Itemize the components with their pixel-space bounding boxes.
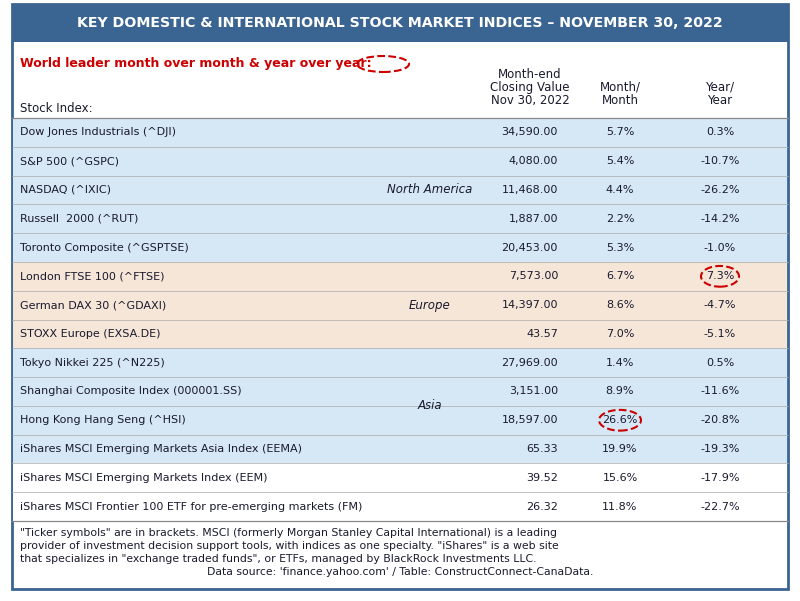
- Bar: [13, 377, 787, 406]
- Text: 65.33: 65.33: [526, 444, 558, 454]
- Text: iShares MSCI Emerging Markets Index (EEM): iShares MSCI Emerging Markets Index (EEM…: [20, 473, 267, 483]
- Bar: [13, 147, 787, 175]
- Text: 0.5%: 0.5%: [706, 358, 734, 368]
- Text: 11,468.00: 11,468.00: [502, 185, 558, 195]
- Text: World leader month over month & year over year:: World leader month over month & year ove…: [20, 58, 372, 70]
- Text: Month/: Month/: [599, 81, 641, 94]
- Bar: [13, 435, 787, 463]
- Text: 26.6%: 26.6%: [602, 415, 638, 426]
- Text: Tokyo Nikkei 225 (^N225): Tokyo Nikkei 225 (^N225): [20, 358, 165, 368]
- Text: 7,573.00: 7,573.00: [509, 271, 558, 281]
- Text: German DAX 30 (^GDAXI): German DAX 30 (^GDAXI): [20, 300, 166, 310]
- Text: S&P 500 (^GSPC): S&P 500 (^GSPC): [20, 156, 119, 166]
- Text: -11.6%: -11.6%: [700, 386, 740, 397]
- Text: iShares MSCI Emerging Markets Asia Index (EEMA): iShares MSCI Emerging Markets Asia Index…: [20, 444, 302, 454]
- Text: Dow Jones Industrials (^DJI): Dow Jones Industrials (^DJI): [20, 127, 176, 138]
- Text: -4.7%: -4.7%: [704, 300, 736, 310]
- Text: 7.0%: 7.0%: [606, 329, 634, 339]
- Text: 1,887.00: 1,887.00: [509, 214, 558, 224]
- Text: 19.9%: 19.9%: [602, 444, 638, 454]
- Text: 5.3%: 5.3%: [606, 243, 634, 252]
- Text: North America: North America: [387, 183, 473, 197]
- Text: Data source: 'finance.yahoo.com' / Table: ConstructConnect-CanaData.: Data source: 'finance.yahoo.com' / Table…: [207, 567, 593, 577]
- Bar: [13, 204, 787, 233]
- Bar: [13, 492, 787, 521]
- Text: 1.4%: 1.4%: [606, 358, 634, 368]
- Text: Year/: Year/: [706, 81, 734, 94]
- Text: 27,969.00: 27,969.00: [502, 358, 558, 368]
- Text: STOXX Europe (EXSA.DE): STOXX Europe (EXSA.DE): [20, 329, 161, 339]
- Text: 4.4%: 4.4%: [606, 185, 634, 195]
- Text: 8.6%: 8.6%: [606, 300, 634, 310]
- Text: Closing Value: Closing Value: [490, 81, 570, 94]
- Text: -14.2%: -14.2%: [700, 214, 740, 224]
- Text: 7.3%: 7.3%: [706, 271, 734, 281]
- Text: Russell  2000 (^RUT): Russell 2000 (^RUT): [20, 214, 138, 224]
- Text: 5.7%: 5.7%: [606, 127, 634, 138]
- Bar: [13, 262, 787, 291]
- Text: 0.3%: 0.3%: [706, 127, 734, 138]
- Text: NASDAQ (^IXIC): NASDAQ (^IXIC): [20, 185, 111, 195]
- Text: -1.0%: -1.0%: [704, 243, 736, 252]
- Text: Month-end: Month-end: [498, 68, 562, 81]
- Bar: [13, 291, 787, 320]
- Text: 34,590.00: 34,590.00: [502, 127, 558, 138]
- Text: 43.57: 43.57: [526, 329, 558, 339]
- Text: 2.2%: 2.2%: [606, 214, 634, 224]
- Text: "Ticker symbols" are in brackets. MSCI (formerly Morgan Stanley Capital Internat: "Ticker symbols" are in brackets. MSCI (…: [20, 528, 557, 538]
- Text: -26.2%: -26.2%: [700, 185, 740, 195]
- Text: 8.9%: 8.9%: [606, 386, 634, 397]
- Text: 4,080.00: 4,080.00: [509, 156, 558, 166]
- Text: provider of investment decision support tools, with indices as one specialty. "i: provider of investment decision support …: [20, 541, 558, 551]
- Text: Toronto Composite (^GSPTSE): Toronto Composite (^GSPTSE): [20, 243, 189, 252]
- Text: 20,453.00: 20,453.00: [502, 243, 558, 252]
- Text: Europe: Europe: [409, 299, 451, 311]
- Text: 14,397.00: 14,397.00: [502, 300, 558, 310]
- Text: 3,151.00: 3,151.00: [509, 386, 558, 397]
- Text: that specializes in "exchange traded funds", or ETFs, managed by BlackRock Inves: that specializes in "exchange traded fun…: [20, 554, 537, 564]
- Text: iShares MSCI Frontier 100 ETF for pre-emerging markets (FM): iShares MSCI Frontier 100 ETF for pre-em…: [20, 502, 362, 511]
- Text: Month: Month: [602, 94, 638, 107]
- Text: -5.1%: -5.1%: [704, 329, 736, 339]
- Text: -22.7%: -22.7%: [700, 502, 740, 511]
- Text: London FTSE 100 (^FTSE): London FTSE 100 (^FTSE): [20, 271, 165, 281]
- Bar: [13, 349, 787, 377]
- Text: 39.52: 39.52: [526, 473, 558, 483]
- Text: 26.32: 26.32: [526, 502, 558, 511]
- Text: KEY DOMESTIC & INTERNATIONAL STOCK MARKET INDICES – NOVEMBER 30, 2022: KEY DOMESTIC & INTERNATIONAL STOCK MARKE…: [77, 16, 723, 30]
- Bar: [13, 175, 787, 204]
- Text: 15.6%: 15.6%: [602, 473, 638, 483]
- Text: -17.9%: -17.9%: [700, 473, 740, 483]
- Text: Stock Index:: Stock Index:: [20, 102, 93, 115]
- Text: Year: Year: [707, 94, 733, 107]
- Text: Hong Kong Hang Seng (^HSI): Hong Kong Hang Seng (^HSI): [20, 415, 186, 426]
- Bar: [13, 463, 787, 492]
- Text: 5.4%: 5.4%: [606, 156, 634, 166]
- Text: -10.7%: -10.7%: [700, 156, 740, 166]
- Text: Shanghai Composite Index (000001.SS): Shanghai Composite Index (000001.SS): [20, 386, 242, 397]
- Bar: [13, 406, 787, 435]
- Bar: [13, 320, 787, 349]
- Text: Asia: Asia: [418, 399, 442, 412]
- Text: 18,597.00: 18,597.00: [502, 415, 558, 426]
- Bar: [13, 233, 787, 262]
- Text: 6.7%: 6.7%: [606, 271, 634, 281]
- Bar: [13, 118, 787, 147]
- Text: Nov 30, 2022: Nov 30, 2022: [490, 94, 570, 107]
- Text: 11.8%: 11.8%: [602, 502, 638, 511]
- Text: -19.3%: -19.3%: [700, 444, 740, 454]
- Bar: [12, 4, 788, 42]
- Text: -20.8%: -20.8%: [700, 415, 740, 426]
